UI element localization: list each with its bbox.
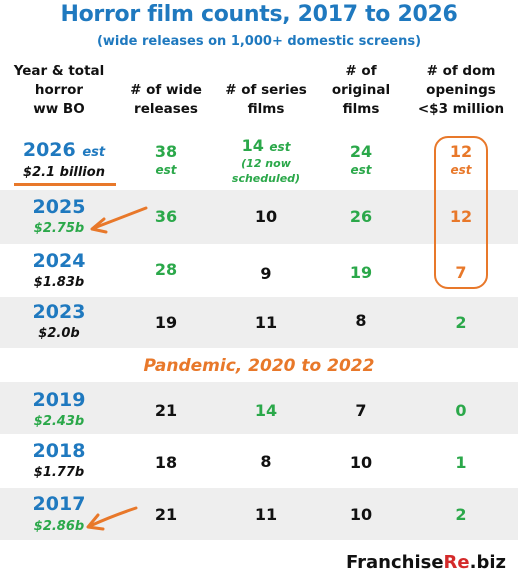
openings-cell: 1 xyxy=(455,453,467,472)
series-films-cell: 14 xyxy=(254,401,278,420)
series-sub1: (12 now xyxy=(241,157,291,170)
wide-value: 38 xyxy=(154,142,178,161)
year-cell: 2026 est xyxy=(0,139,128,164)
underline-2026 xyxy=(14,183,116,186)
original-films-cell: 10 xyxy=(349,505,373,524)
openings-cell: 7 xyxy=(455,263,467,282)
wide-releases-cell: 21 xyxy=(154,401,178,420)
original-films-cell: 8 xyxy=(355,311,367,330)
header-original-line3: films xyxy=(342,101,380,117)
year-value: 2026 xyxy=(22,139,76,161)
wide-sub: est xyxy=(155,163,177,177)
table-row-2019: 2019 $2.43b 21 14 7 0 xyxy=(0,382,518,434)
header-original-line1: # of xyxy=(345,63,377,79)
wide-releases-cell: 28 xyxy=(154,260,178,279)
chart-title: Horror film counts, 2017 to 2026 xyxy=(60,2,458,27)
header-year-line2: horror xyxy=(34,82,84,98)
header-openings-line1: # of dom xyxy=(426,63,496,79)
original-films-cell: 24 est xyxy=(318,142,404,178)
year-cell: 2024 xyxy=(32,250,86,272)
wide-releases-cell: 19 xyxy=(154,313,178,332)
header-year-line1: Year & total xyxy=(13,63,105,79)
table-row-2024: 2024 $1.83b 28 9 19 7 xyxy=(0,246,518,296)
wide-releases-cell: 38 est xyxy=(118,142,214,178)
year-cell: 2023 xyxy=(32,301,86,323)
logo-part3: .biz xyxy=(469,552,506,573)
chart-subtitle: (wide releases on 1,000+ domestic screen… xyxy=(96,34,422,49)
header-dom-openings: # of dom openings <$3 million xyxy=(404,62,518,119)
openings-cell: 2 xyxy=(455,505,467,524)
table-row-2025: 2025 $2.75b 36 10 26 12 xyxy=(0,190,518,244)
box-office-cell: $2.0b xyxy=(38,326,80,341)
year-cell: 2025 xyxy=(32,196,86,218)
wide-releases-cell: 21 xyxy=(154,505,178,524)
logo-part1: Franchise xyxy=(345,552,444,573)
series-suffix: est xyxy=(269,140,291,154)
header-openings-line3: <$3 million xyxy=(417,101,505,117)
series-value: 14 xyxy=(241,136,264,155)
header-wide-releases: # of wide releases xyxy=(118,81,214,119)
header-series-line2: films xyxy=(247,101,285,117)
series-sub2: scheduled) xyxy=(231,172,301,185)
original-films-cell: 10 xyxy=(349,453,373,472)
wide-releases-cell: 18 xyxy=(154,453,178,472)
arrow-2025 xyxy=(90,206,148,234)
header-series-line1: # of series xyxy=(225,82,307,98)
header-year: Year & total horror ww BO xyxy=(0,62,118,119)
header-original-films: # of original films xyxy=(318,62,404,119)
year-cell: 2017 xyxy=(32,493,86,515)
original-films-cell: 7 xyxy=(355,401,367,420)
year-cell: 2018 xyxy=(32,440,86,462)
header-series-films: # of series films xyxy=(214,81,318,119)
openings-sub: est xyxy=(450,163,472,177)
box-office-cell: $2.86b xyxy=(33,519,85,534)
original-films-cell: 26 xyxy=(349,207,373,226)
original-films-cell: 19 xyxy=(349,263,373,282)
table-row-2026: 2026 est $2.1 billion 38 est 14 est (12 … xyxy=(0,130,518,188)
header-wide-line2: releases xyxy=(134,101,198,117)
openings-cell: 12 est xyxy=(404,142,518,178)
openings-value: 12 xyxy=(449,142,473,161)
box-office-cell: $1.77b xyxy=(33,465,85,480)
year-cell: 2019 xyxy=(32,389,86,411)
openings-cell: 2 xyxy=(455,313,467,332)
box-office-cell: $1.83b xyxy=(33,275,85,290)
series-films-cell: 11 xyxy=(254,505,278,524)
logo-part2: Re xyxy=(443,552,470,573)
pandemic-label: Pandemic, 2020 to 2022 xyxy=(143,356,375,376)
original-sub: est xyxy=(350,163,372,177)
series-films-cell: 11 xyxy=(254,313,278,332)
brand-logo: FranchiseRe.biz xyxy=(346,552,506,573)
original-value: 24 xyxy=(349,142,373,161)
series-films-cell: 9 xyxy=(260,264,272,283)
year-suffix: est xyxy=(82,145,106,160)
table-row-2023: 2023 $2.0b 19 11 8 2 xyxy=(0,297,518,348)
arrow-2017 xyxy=(86,506,138,531)
box-office-cell: $2.75b xyxy=(33,221,85,236)
box-office-cell: $2.1 billion xyxy=(23,165,105,180)
table-row-2018: 2018 $1.77b 18 8 10 1 xyxy=(0,436,518,486)
header-year-line3: ww BO xyxy=(33,101,85,117)
header-wide-line1: # of wide xyxy=(130,82,202,98)
header-original-line2: original xyxy=(331,82,391,98)
series-films-cell: 14 est (12 now scheduled) xyxy=(214,136,318,186)
series-films-cell: 10 xyxy=(254,207,278,226)
series-films-cell: 8 xyxy=(260,452,272,471)
openings-cell: 12 xyxy=(449,207,473,226)
table-row-2017: 2017 $2.86b 21 11 10 2 xyxy=(0,488,518,540)
box-office-cell: $2.43b xyxy=(33,414,85,429)
wide-releases-cell: 36 xyxy=(154,207,178,226)
openings-highlight-box xyxy=(434,136,488,289)
openings-cell: 0 xyxy=(455,401,467,420)
header-openings-line2: openings xyxy=(426,82,496,98)
